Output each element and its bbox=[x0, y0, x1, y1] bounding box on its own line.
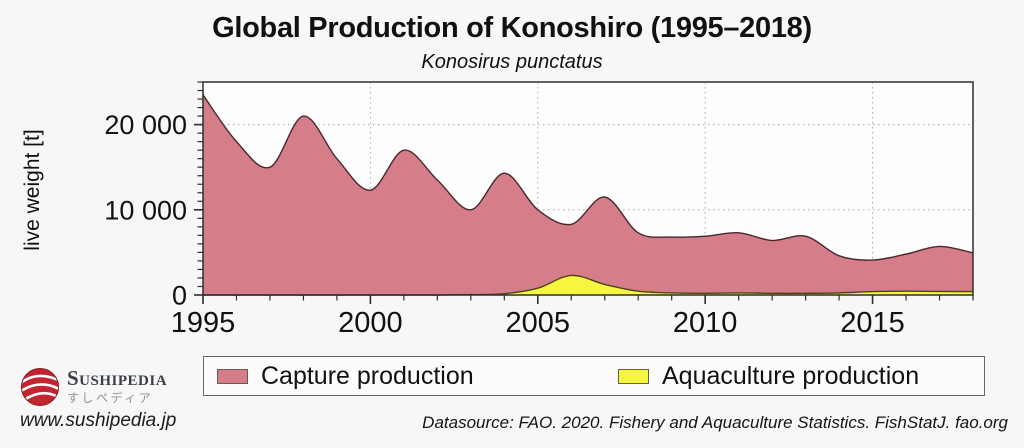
x-tick-label: 2005 bbox=[506, 307, 571, 339]
aquaculture-swatch-icon bbox=[618, 368, 649, 384]
y-tick-label: 20 000 bbox=[104, 110, 187, 140]
capture-area bbox=[203, 94, 973, 295]
aquaculture-area bbox=[203, 275, 973, 295]
x-tick-label: 1995 bbox=[171, 307, 236, 339]
page-title: Global Production of Konoshiro (1995–201… bbox=[212, 12, 812, 44]
datasource-note: Datasource: FAO. 2020. Fishery and Aquac… bbox=[422, 413, 1008, 432]
sushipedia-logo-icon bbox=[21, 368, 59, 406]
website-url: www.sushipedia.jp bbox=[20, 410, 177, 431]
y-tick-label: 0 bbox=[172, 281, 187, 311]
chart-legend: Capture production Aquaculture productio… bbox=[203, 356, 985, 396]
production-area-chart: 1995 2000 2005 2010 2015 0 10 000 20 000 bbox=[104, 81, 974, 339]
chart-subtitle: Konosirus punctatus bbox=[421, 51, 603, 73]
legend-label-capture: Capture production bbox=[261, 361, 474, 390]
x-tick-label: 2015 bbox=[840, 307, 905, 339]
legend-item-aquaculture: Aquaculture production bbox=[618, 357, 919, 395]
brand-name: Sushipedia bbox=[67, 366, 168, 390]
capture-swatch-icon bbox=[217, 368, 248, 384]
capture-boundary-line bbox=[202, 94, 974, 261]
legend-label-aquaculture: Aquaculture production bbox=[662, 361, 920, 390]
sushipedia-logo: Sushipedia すしペディア bbox=[20, 367, 167, 407]
y-tick-label: 10 000 bbox=[104, 195, 187, 225]
legend-item-capture: Capture production bbox=[217, 357, 474, 395]
plot-frame bbox=[202, 81, 974, 296]
brand-name-japanese: すしペディア bbox=[67, 391, 154, 405]
x-tick-label: 2010 bbox=[673, 307, 738, 339]
x-tick-label: 2000 bbox=[338, 307, 403, 339]
